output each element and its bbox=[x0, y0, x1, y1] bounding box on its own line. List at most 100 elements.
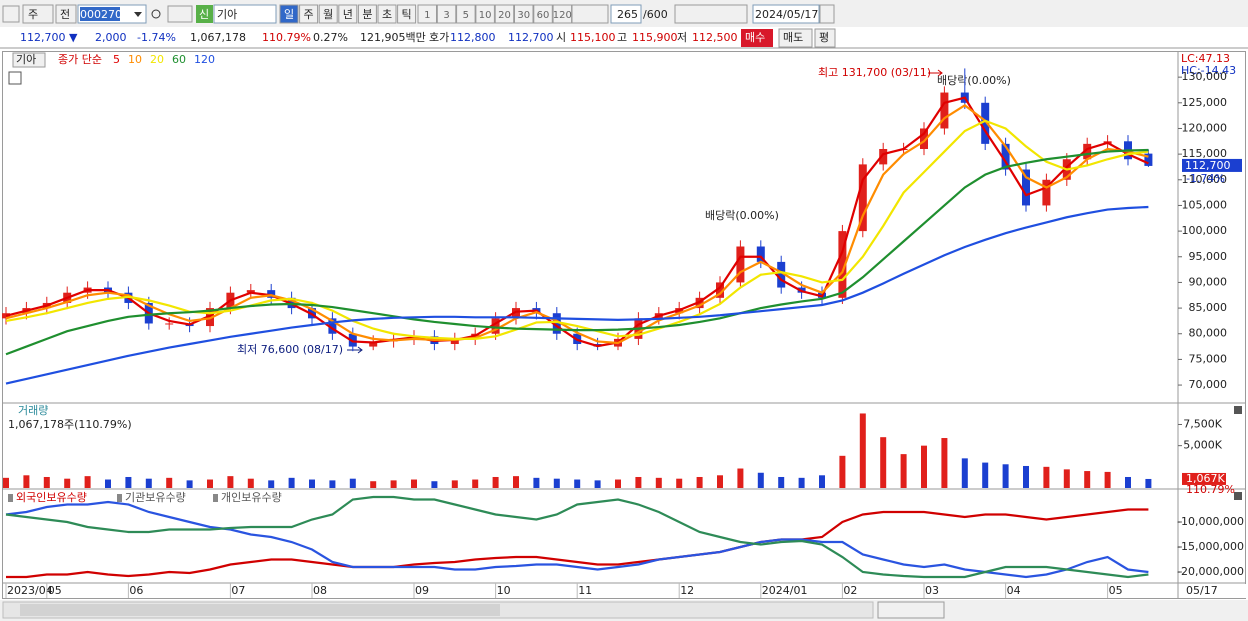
amount: 121,905백만 bbox=[360, 31, 426, 44]
x-tick-label: 12 bbox=[680, 584, 694, 597]
interval-button[interactable] bbox=[417, 4, 437, 24]
legend-title: 종가 단순 bbox=[58, 53, 102, 66]
volume-bar bbox=[1043, 466, 1050, 488]
y-tick-label: 80,000 bbox=[1189, 327, 1228, 340]
period-button[interactable] bbox=[338, 4, 358, 24]
buy-button[interactable] bbox=[741, 29, 773, 47]
interval-button[interactable] bbox=[494, 4, 515, 24]
y-tick-label: 130,000 bbox=[1182, 70, 1228, 83]
y-tick-label: -20,000,000 bbox=[1177, 565, 1244, 578]
volume-bar bbox=[594, 480, 601, 488]
interval-button[interactable] bbox=[456, 4, 476, 24]
candle-body bbox=[1001, 143, 1010, 170]
period-button[interactable] bbox=[397, 4, 417, 24]
table-icon[interactable] bbox=[8, 71, 22, 85]
sell-button[interactable] bbox=[778, 28, 813, 48]
y-tick-label: 100,000 bbox=[1182, 224, 1228, 237]
date: 2024/05/17 bbox=[755, 8, 818, 21]
x-tick-label: 05 bbox=[1109, 584, 1123, 597]
dropdown-arrow[interactable] bbox=[134, 12, 142, 17]
moving-average bbox=[5, 205, 1149, 385]
x-tick-label: 02 bbox=[843, 584, 857, 597]
y-tick-label: 110,000 bbox=[1182, 173, 1228, 186]
period-button[interactable] bbox=[318, 4, 338, 24]
period-button[interactable] bbox=[279, 4, 299, 24]
volume-bar bbox=[676, 478, 683, 488]
period: 주 bbox=[304, 8, 314, 21]
zoom-tools[interactable] bbox=[950, 602, 1242, 618]
x-tick-label: 10 bbox=[497, 584, 511, 597]
y-tick-label: 125,000 bbox=[1182, 96, 1228, 109]
moving-average bbox=[5, 148, 1149, 356]
interval-button[interactable] bbox=[475, 4, 495, 24]
end-date-box bbox=[1180, 584, 1246, 598]
interval-button[interactable] bbox=[533, 4, 553, 24]
period-button[interactable] bbox=[377, 4, 397, 24]
buy: 매수 bbox=[745, 31, 765, 44]
volume-bar bbox=[1063, 469, 1070, 488]
market-combo[interactable] bbox=[22, 4, 54, 24]
legend-entry: 기관보유수량 bbox=[125, 491, 186, 504]
quote-label: 호가 bbox=[429, 31, 449, 44]
volume-bar bbox=[207, 479, 213, 488]
high-label: 고 bbox=[617, 31, 627, 44]
tool-icons[interactable] bbox=[674, 4, 748, 24]
avg-button[interactable] bbox=[814, 28, 836, 48]
y-tick-label: 75,000 bbox=[1189, 352, 1228, 365]
count-input[interactable] bbox=[610, 4, 642, 24]
x-tick-label: 04 bbox=[1007, 584, 1021, 597]
volume-bar bbox=[145, 478, 152, 488]
volume-bar bbox=[1084, 471, 1091, 488]
price: 112,700 ▼ bbox=[20, 31, 78, 44]
close-icon[interactable] bbox=[1234, 406, 1242, 414]
period-button[interactable] bbox=[357, 4, 377, 24]
code-selection bbox=[80, 7, 120, 21]
interval-button[interactable] bbox=[514, 4, 534, 24]
volume-bar bbox=[64, 478, 71, 488]
close-icon[interactable] bbox=[1234, 492, 1242, 500]
low-note: 최저 76,600 (08/17) bbox=[237, 343, 343, 356]
moving-average bbox=[5, 104, 1149, 345]
name-input[interactable] bbox=[213, 4, 277, 24]
interval: 1 bbox=[424, 10, 430, 21]
scroll-thumb[interactable] bbox=[20, 604, 500, 616]
chart-frame bbox=[2, 51, 1246, 599]
sound-icon[interactable] bbox=[167, 5, 193, 23]
calendar-icon[interactable] bbox=[819, 4, 835, 24]
blank-combo[interactable] bbox=[571, 4, 609, 24]
scope-combo[interactable] bbox=[55, 4, 77, 24]
quote-bar bbox=[0, 28, 1248, 48]
volume-bar bbox=[1145, 478, 1152, 488]
volume-bar bbox=[696, 476, 703, 488]
volume-bar bbox=[390, 480, 397, 488]
last-volume: 1,067K bbox=[1186, 472, 1225, 485]
date-input[interactable] bbox=[752, 4, 820, 24]
volume-bar bbox=[615, 479, 621, 488]
change: 2,000 bbox=[95, 31, 127, 44]
y-tick-label: 95,000 bbox=[1189, 250, 1228, 263]
search-icon[interactable] bbox=[151, 9, 161, 19]
volume-bar bbox=[349, 478, 356, 488]
credit-badge bbox=[196, 5, 213, 23]
market: 주 bbox=[28, 8, 38, 21]
y-tick-label: 70,000 bbox=[1189, 378, 1228, 391]
menu-icon[interactable] bbox=[2, 5, 20, 23]
nav-buttons[interactable] bbox=[877, 601, 945, 619]
volume-bar bbox=[513, 476, 519, 488]
x-tick-label: 2024/01 bbox=[762, 584, 808, 597]
interval: 20 bbox=[498, 10, 511, 21]
y-tick-label: -15,000,000 bbox=[1177, 540, 1244, 553]
volume-bar bbox=[778, 476, 785, 488]
symbol-box[interactable] bbox=[12, 52, 46, 68]
volume-bar bbox=[166, 477, 173, 488]
sell: 매도 bbox=[783, 31, 803, 44]
interval-button[interactable] bbox=[436, 4, 457, 24]
avg: 평 bbox=[819, 31, 829, 44]
volume-bar bbox=[431, 481, 438, 488]
candle-body bbox=[716, 282, 724, 298]
volume-bar bbox=[3, 477, 9, 488]
period-button[interactable] bbox=[299, 4, 319, 24]
volume-bar bbox=[411, 479, 417, 488]
volume-subtitle: 1,067,178주(110.79%) bbox=[8, 418, 132, 431]
interval-button[interactable] bbox=[552, 4, 573, 24]
